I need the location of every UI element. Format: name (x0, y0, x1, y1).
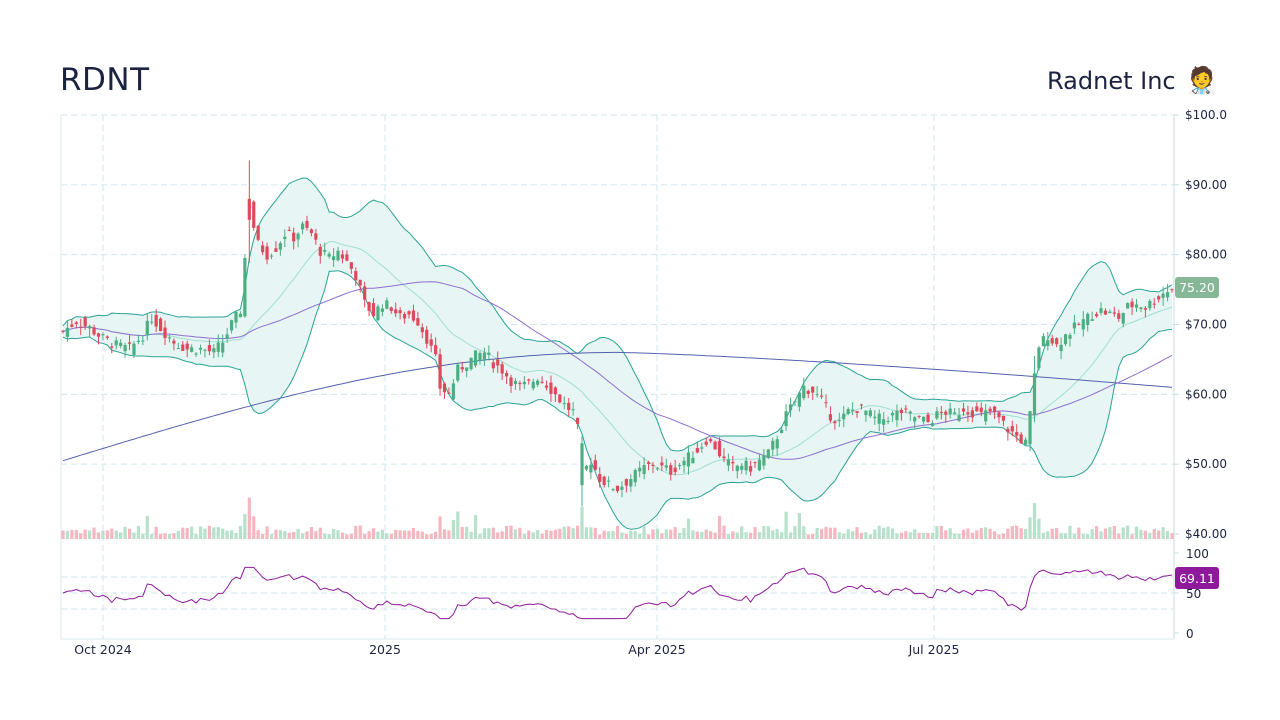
svg-text:$100.0: $100.0 (1185, 108, 1227, 122)
candlesticks (61, 160, 1174, 507)
rsi-value-badge: 69.11 (1175, 567, 1219, 589)
last-price-badge: 75.20 (1175, 277, 1219, 298)
company-name-block: Radnet Inc 🧑‍⚕️ (1047, 66, 1218, 96)
svg-text:$50.00: $50.00 (1185, 457, 1227, 471)
volume-bars (61, 497, 1174, 539)
svg-text:75.20: 75.20 (1179, 280, 1215, 295)
svg-text:69.11: 69.11 (1179, 571, 1215, 586)
svg-text:50: 50 (1186, 587, 1201, 601)
svg-text:0: 0 (1186, 627, 1194, 641)
svg-text:100: 100 (1186, 547, 1209, 561)
price-axis: $100.0 $90.00 $80.00 $70.00 $60.00 $50.00 $40.… (1174, 108, 1227, 541)
rsi-axis: 100 50 0 (1174, 547, 1209, 641)
sma-200-line (62, 351, 1173, 462)
svg-text:2025: 2025 (369, 642, 401, 657)
svg-text:$80.00: $80.00 (1185, 248, 1227, 262)
rsi-line (62, 566, 1173, 620)
svg-text:$90.00: $90.00 (1185, 178, 1227, 192)
svg-text:$40.00: $40.00 (1185, 527, 1227, 541)
bollinger-bands (62, 177, 1173, 530)
svg-text:Apr 2025: Apr 2025 (628, 642, 685, 657)
company-name: Radnet Inc (1047, 67, 1176, 95)
svg-text:Oct 2024: Oct 2024 (74, 642, 131, 657)
svg-text:Jul 2025: Jul 2025 (908, 642, 960, 657)
time-axis: Oct 2024 2025 Apr 2025 Jul 2025 (74, 642, 959, 657)
svg-text:$70.00: $70.00 (1185, 318, 1227, 332)
health-worker-icon: 🧑‍⚕️ (1185, 66, 1218, 96)
ticker-symbol: RDNT (60, 62, 150, 98)
svg-text:$60.00: $60.00 (1185, 387, 1227, 401)
